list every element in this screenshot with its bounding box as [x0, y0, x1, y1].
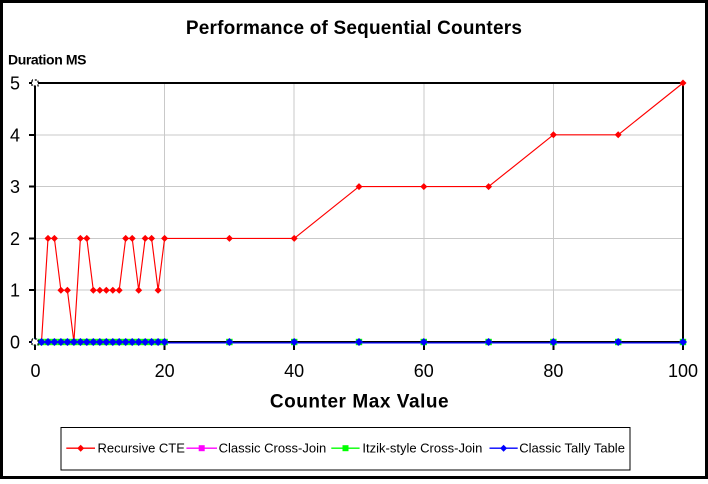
svg-text:0: 0	[30, 361, 40, 381]
svg-text:80: 80	[543, 361, 563, 381]
svg-text:Performance of Sequential Coun: Performance of Sequential Counters	[186, 18, 522, 39]
svg-text:Duration MS: Duration MS	[8, 52, 86, 68]
svg-text:4: 4	[10, 125, 20, 145]
svg-text:60: 60	[414, 361, 434, 381]
svg-text:Classic Tally Table: Classic Tally Table	[519, 441, 625, 456]
svg-text:5: 5	[10, 74, 20, 94]
svg-text:40: 40	[284, 361, 304, 381]
svg-text:1: 1	[10, 281, 20, 301]
svg-text:3: 3	[10, 177, 20, 197]
svg-text:Classic Cross-Join: Classic Cross-Join	[219, 441, 327, 456]
svg-text:100: 100	[668, 361, 698, 381]
svg-text:20: 20	[155, 361, 175, 381]
svg-text:Recursive CTE: Recursive CTE	[98, 441, 186, 456]
svg-text:Counter Max Value: Counter Max Value	[270, 392, 449, 413]
svg-text:Itzik-style Cross-Join: Itzik-style Cross-Join	[362, 441, 482, 456]
svg-text:2: 2	[10, 229, 20, 249]
svg-text:0: 0	[10, 333, 20, 353]
